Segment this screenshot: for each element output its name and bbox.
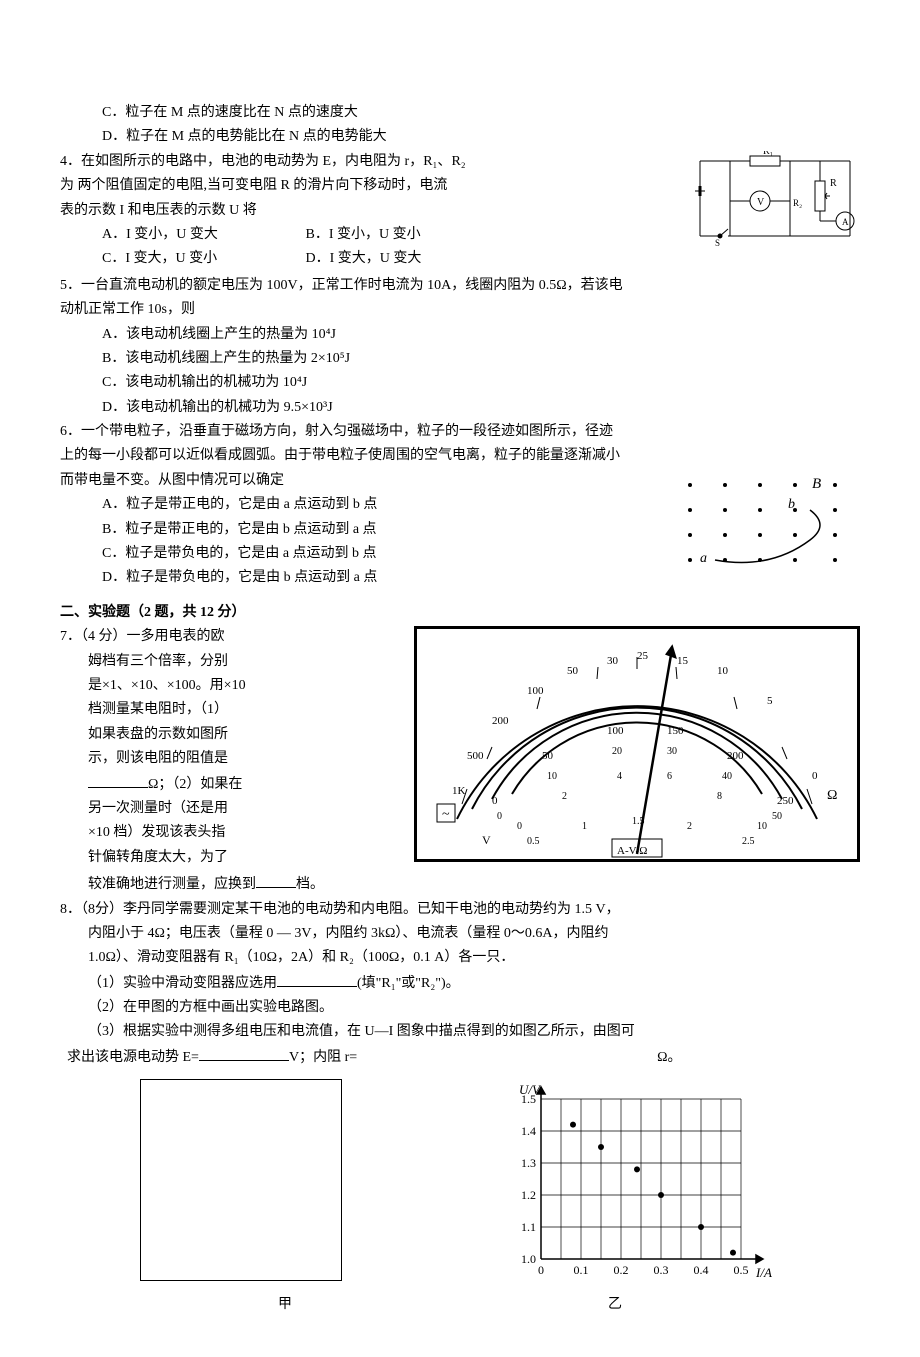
svg-text:0.5: 0.5 xyxy=(527,836,540,847)
q8-stem-3: 1.0Ω）、滑动变阻器有 R₁（10Ω，2A）和 R₂（100Ω，0.1 A）各… xyxy=(60,947,860,969)
q6-stem-1: 6．一个带电粒子，沿垂直于磁场方向，射入匀强磁场中，粒子的一段径迹如图所示，径迹 xyxy=(60,421,860,443)
svg-text:2: 2 xyxy=(687,821,692,832)
svg-text:10: 10 xyxy=(547,771,557,782)
svg-text:0: 0 xyxy=(517,821,522,832)
svg-text:1.5: 1.5 xyxy=(521,1092,536,1106)
svg-text:~: ~ xyxy=(442,807,450,822)
svg-text:10: 10 xyxy=(717,665,729,677)
svg-text:50: 50 xyxy=(542,750,554,762)
svg-text:0: 0 xyxy=(812,770,818,782)
svg-text:2: 2 xyxy=(562,791,567,802)
q5-stem-1: 5．一台直流电动机的额定电压为 100V，正常工作时电流为 10A，线圈内阻为 … xyxy=(60,275,860,297)
q5-opt-b: B．该电动机线圈上产生的热量为 2×10⁵J xyxy=(60,348,860,370)
svg-text:2.5: 2.5 xyxy=(742,836,755,847)
svg-text:100: 100 xyxy=(527,685,544,697)
label-r2: R₂ xyxy=(793,198,802,208)
svg-text:500: 500 xyxy=(467,750,484,762)
q8-circuit-box[interactable] xyxy=(140,1079,342,1281)
svg-text:Ω: Ω xyxy=(827,788,837,803)
label-a: A xyxy=(842,217,849,227)
multimeter-diagram: 1K 500 200 100 50 30 25 15 10 5 0 0 50 1… xyxy=(414,626,860,862)
q8-p2: （2）在甲图的方框中画出实验电路图。 xyxy=(60,997,860,1019)
svg-text:10: 10 xyxy=(757,821,767,832)
q5-opt-d: D．该电动机输出的机械功为 9.5×10³J xyxy=(60,397,860,419)
q3-opt-d: D．粒子在 M 点的电势能比在 N 点的电势能大 xyxy=(60,126,860,148)
svg-text:0: 0 xyxy=(497,811,502,822)
svg-text:8: 8 xyxy=(717,791,722,802)
svg-text:15: 15 xyxy=(677,655,689,667)
svg-text:100: 100 xyxy=(607,725,624,737)
svg-text:0.4: 0.4 xyxy=(693,1263,708,1277)
label-b: b xyxy=(788,497,795,512)
q8-label-right: 乙 xyxy=(608,1294,622,1316)
svg-text:1.5: 1.5 xyxy=(632,816,645,827)
q8-xlabel: I/A xyxy=(755,1265,772,1280)
magfield-diagram-q6: B b a xyxy=(660,470,860,580)
label-B: B xyxy=(812,476,821,492)
svg-text:1.1: 1.1 xyxy=(521,1220,536,1234)
svg-text:1K: 1K xyxy=(452,785,466,797)
svg-text:25: 25 xyxy=(637,650,649,662)
label-r1: R₁ xyxy=(763,151,773,157)
q8-graph: U/V I/A 1.01.11.21.31.41.5 00.10.20.30.4… xyxy=(501,1079,781,1289)
q7-l11: 较准确地进行测量，应换到档。 xyxy=(60,873,860,896)
q3-opt-c: C．粒子在 M 点的速度比在 N 点的速度大 xyxy=(60,102,860,124)
svg-text:A-V-Ω: A-V-Ω xyxy=(617,845,647,857)
label-a: a xyxy=(700,551,707,566)
svg-text:1.2: 1.2 xyxy=(521,1188,536,1202)
svg-text:1.0: 1.0 xyxy=(521,1252,536,1266)
q7-block: 1K 500 200 100 50 30 25 15 10 5 0 0 50 1… xyxy=(60,626,860,896)
svg-text:0.2: 0.2 xyxy=(613,1263,628,1277)
svg-text:0.1: 0.1 xyxy=(573,1263,588,1277)
q5-stem-2: 动机正常工作 10s，则 xyxy=(60,299,860,321)
q8-stem-1: 8．（8分）李丹同学需要测定某干电池的电动势和内电阻。已知干电池的电动势约为 1… xyxy=(60,899,860,921)
svg-text:30: 30 xyxy=(607,655,619,667)
q7-blank-1[interactable] xyxy=(88,773,148,788)
q5-opt-a: A．该电动机线圈上产生的热量为 10⁴J xyxy=(60,324,860,346)
svg-text:1: 1 xyxy=(582,821,587,832)
label-r: R xyxy=(830,178,837,189)
q8-p3a: （3）根据实验中测得多组电压和电流值，在 U—I 图象中描点得到的如图乙所示，由… xyxy=(60,1021,860,1043)
label-v: V xyxy=(757,197,765,208)
svg-text:200: 200 xyxy=(492,715,509,727)
svg-text:5: 5 xyxy=(767,695,773,707)
q4-block: R₁ R₂ R V A S 4．在如图所示的电路中，电池的电动势为 E，内电阻为… xyxy=(60,151,860,273)
svg-text:0.5: 0.5 xyxy=(733,1263,748,1277)
svg-text:40: 40 xyxy=(722,771,732,782)
q8-blank-2[interactable] xyxy=(199,1046,289,1061)
svg-text:50: 50 xyxy=(772,811,782,822)
q8-p3b: 求出该电源电动势 E=V；内阻 r=Ω。 xyxy=(60,1046,860,1069)
q8-blank-1[interactable] xyxy=(277,972,357,987)
svg-text:0: 0 xyxy=(492,795,498,807)
section-2-header: 二、实验题（2 题，共 12 分） xyxy=(60,602,860,624)
svg-text:30: 30 xyxy=(667,746,677,757)
q8-label-left: 甲 xyxy=(278,1294,292,1316)
q6-stem-2: 上的每一小段都可以近似看成圆弧。由于带电粒子使周围的空气电离，粒子的能量逐渐减小 xyxy=(60,445,860,467)
q8-figures-row: U/V I/A 1.01.11.21.31.41.5 00.10.20.30.4… xyxy=(60,1079,860,1289)
q5-opt-c: C．该电动机输出的机械功为 10⁴J xyxy=(60,372,860,394)
svg-text:1.3: 1.3 xyxy=(521,1156,536,1170)
circuit-diagram-q4: R₁ R₂ R V A S xyxy=(690,151,860,246)
q8-stem-2: 内阻小于 4Ω；电压表（量程 0 — 3V，内阻约 3kΩ）、电流表（量程 0～… xyxy=(60,923,860,945)
q7-blank-2[interactable] xyxy=(256,873,296,888)
svg-text:1.4: 1.4 xyxy=(521,1124,536,1138)
label-s: S xyxy=(715,238,720,246)
svg-text:4: 4 xyxy=(617,771,622,782)
svg-text:250: 250 xyxy=(777,795,794,807)
svg-text:V: V xyxy=(482,833,491,847)
q4-opts-cd: C．I 变大，U 变小 D．I 变大，U 变大 xyxy=(60,248,860,270)
svg-text:50: 50 xyxy=(567,665,579,677)
svg-text:6: 6 xyxy=(667,771,672,782)
svg-text:0: 0 xyxy=(538,1263,544,1277)
q8-figure-labels: 甲 乙 xyxy=(60,1294,860,1316)
svg-text:20: 20 xyxy=(612,746,622,757)
q8-p1: （1）实验中滑动变阻器应选用(填"R₁"或"R₂")。 xyxy=(60,972,860,995)
svg-text:0.3: 0.3 xyxy=(653,1263,668,1277)
svg-text:200: 200 xyxy=(727,750,744,762)
svg-text:150: 150 xyxy=(667,725,684,737)
